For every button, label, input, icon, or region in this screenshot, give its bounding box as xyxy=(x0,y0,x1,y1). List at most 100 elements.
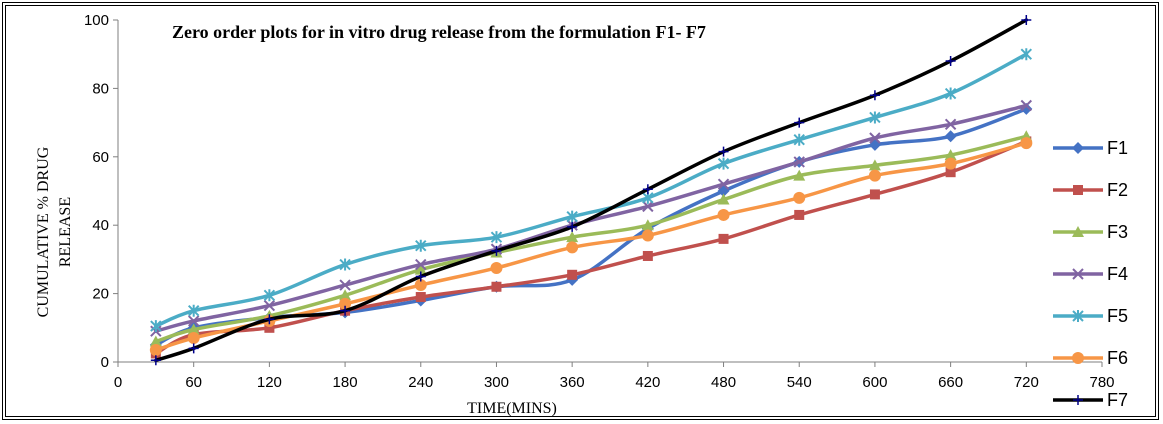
data-point-f3 xyxy=(414,263,427,275)
y-tick-label: 100 xyxy=(84,12,109,29)
y-tick-label: 20 xyxy=(92,286,109,303)
y-axis-label-line2: RELEASE xyxy=(57,197,74,267)
data-point-f4 xyxy=(187,315,200,327)
legend-marker-f7 xyxy=(1073,395,1083,405)
x-tick-label: 660 xyxy=(938,374,963,391)
data-point-f6 xyxy=(566,241,579,254)
data-point-f4 xyxy=(1020,99,1033,112)
data-point-f6 xyxy=(149,344,162,357)
y-tick-label: 60 xyxy=(92,149,109,166)
series-f5 xyxy=(150,48,1033,333)
legend-marker-f4 xyxy=(1072,268,1084,280)
data-point-f5 xyxy=(1020,48,1033,61)
data-point-f5 xyxy=(869,111,881,124)
series-layer xyxy=(149,15,1033,366)
data-point-f4 xyxy=(869,132,881,144)
legend-marker-f2 xyxy=(1073,185,1083,195)
data-point-f4 xyxy=(642,200,654,213)
data-point-f6 xyxy=(717,208,730,221)
data-point-f2 xyxy=(415,292,426,303)
legend: F1 F2 F3 F4 F5 F6 F7 xyxy=(1053,138,1128,410)
data-point-f4 xyxy=(944,118,957,131)
series-f3 xyxy=(149,130,1033,347)
x-tick-label: 0 xyxy=(114,374,122,391)
x-tick-label: 600 xyxy=(862,374,887,391)
legend-item-f1: F1 xyxy=(1053,138,1128,158)
data-point-f2 xyxy=(718,233,729,244)
data-point-f7 xyxy=(567,221,578,232)
data-point-f3 xyxy=(641,219,654,231)
data-point-f6 xyxy=(339,297,352,310)
legend-label-f4: F4 xyxy=(1107,264,1128,284)
data-point-f6 xyxy=(944,157,957,170)
chart-title: Zero order plots for in vitro drug relea… xyxy=(172,22,706,42)
data-point-f2 xyxy=(264,322,275,333)
data-point-f5 xyxy=(793,133,805,146)
legend-marker-f6 xyxy=(1072,352,1084,364)
data-point-f2 xyxy=(642,250,653,261)
x-tick-label: 120 xyxy=(257,374,282,391)
data-point-f3 xyxy=(149,335,162,347)
legend-marker-f1 xyxy=(1072,142,1084,154)
data-point-f4 xyxy=(339,279,351,291)
data-point-f4 xyxy=(263,299,276,312)
data-point-f1 xyxy=(944,130,957,143)
data-point-f1 xyxy=(1020,102,1033,115)
data-point-f7 xyxy=(150,355,161,366)
data-point-f2 xyxy=(869,189,880,200)
legend-item-f3: F3 xyxy=(1053,222,1128,242)
data-point-f3 xyxy=(187,323,200,335)
data-point-f5 xyxy=(944,87,957,100)
legend-item-f6: F6 xyxy=(1053,348,1128,368)
data-point-f4 xyxy=(717,178,730,190)
data-point-f3 xyxy=(944,149,957,161)
data-point-f6 xyxy=(641,229,654,242)
x-tick-label: 60 xyxy=(185,374,202,391)
data-point-f7 xyxy=(264,314,275,325)
data-point-f7 xyxy=(415,271,426,282)
data-point-f2 xyxy=(794,209,805,220)
data-point-f4 xyxy=(793,156,805,168)
legend-item-f4: F4 xyxy=(1053,264,1128,284)
data-point-f7 xyxy=(794,117,805,128)
data-point-f7 xyxy=(1021,15,1032,25)
data-point-f7 xyxy=(340,305,351,316)
chart-inner-frame xyxy=(5,5,1156,417)
legend-label-f7: F7 xyxy=(1107,390,1128,410)
data-point-f6 xyxy=(793,191,806,204)
data-point-f2 xyxy=(945,167,956,178)
x-tick-label: 480 xyxy=(711,374,736,391)
data-point-f3 xyxy=(793,169,806,181)
legend-item-f7: F7 xyxy=(1053,390,1128,410)
data-point-f6 xyxy=(868,169,881,182)
data-point-f5 xyxy=(150,320,162,333)
data-point-f6 xyxy=(414,279,427,292)
data-point-f5 xyxy=(263,289,276,302)
legend-marker-f3 xyxy=(1072,226,1084,237)
data-point-f7 xyxy=(188,343,199,354)
x-tick-label: 540 xyxy=(787,374,812,391)
series-f7 xyxy=(150,15,1032,366)
x-tick-label: 720 xyxy=(1014,374,1039,391)
y-tick-label: 40 xyxy=(92,217,109,234)
data-point-f7 xyxy=(945,56,956,67)
series-line-f1 xyxy=(154,107,1029,347)
data-point-f5 xyxy=(339,258,351,271)
axes-group: 0 20 40 60 80 100 0 60 120 180 240 300 360 420 480 540 6… xyxy=(84,12,1115,391)
series-f6 xyxy=(149,137,1033,357)
data-point-f3 xyxy=(566,231,579,243)
legend-label-f3: F3 xyxy=(1107,222,1128,242)
legend-label-f6: F6 xyxy=(1107,348,1128,368)
data-point-f5 xyxy=(717,157,730,170)
legend-item-f5: F5 xyxy=(1053,306,1128,326)
data-point-f6 xyxy=(490,261,503,274)
x-tick-label: 240 xyxy=(408,374,433,391)
y-tick-label: 0 xyxy=(101,354,109,371)
data-point-f7 xyxy=(718,146,729,157)
series-line-f3 xyxy=(154,134,1029,344)
data-point-f3 xyxy=(717,193,730,205)
data-point-f3 xyxy=(868,159,881,171)
data-point-f7 xyxy=(869,90,880,101)
